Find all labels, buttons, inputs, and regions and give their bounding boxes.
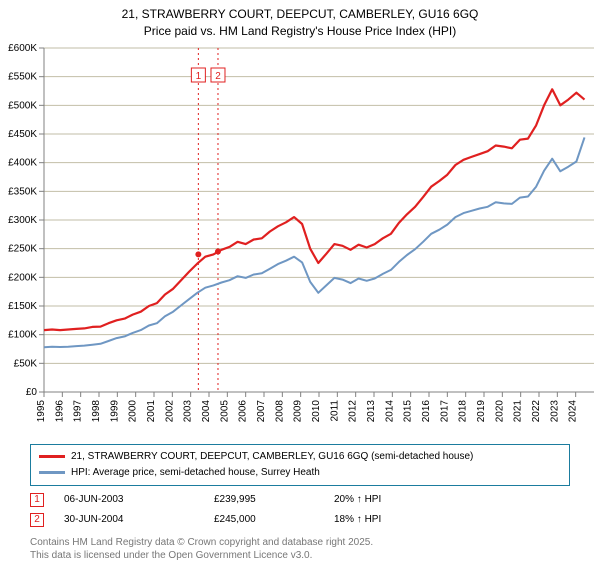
svg-text:2012: 2012 [348, 399, 359, 422]
marker-date: 06-JUN-2003 [64, 494, 194, 505]
svg-text:1995: 1995 [36, 399, 47, 422]
svg-text:2004: 2004 [201, 399, 212, 422]
svg-text:1997: 1997 [73, 399, 84, 422]
footer-line-1: Contains HM Land Registry data © Crown c… [30, 537, 373, 548]
svg-text:£600K: £600K [8, 43, 37, 54]
svg-text:2010: 2010 [311, 399, 322, 422]
svg-text:2008: 2008 [274, 399, 285, 422]
svg-text:£200K: £200K [8, 272, 37, 283]
marker-row: 2 30-JUN-2004 £245,000 18% ↑ HPI [30, 510, 570, 530]
svg-text:2016: 2016 [421, 399, 432, 422]
svg-text:£550K: £550K [8, 71, 37, 82]
marker-price: £245,000 [214, 514, 314, 525]
marker-number-box: 1 [30, 493, 44, 507]
svg-text:2006: 2006 [238, 399, 249, 422]
svg-text:£300K: £300K [8, 215, 37, 226]
svg-text:2000: 2000 [128, 399, 139, 422]
marker-pct: 18% ↑ HPI [334, 514, 454, 525]
line-chart-svg: £0 £50K £100K £150K £200K £250K £300K £350K £400… [0, 40, 600, 440]
legend-swatch [39, 471, 65, 474]
legend-label: HPI: Average price, semi-detached house,… [71, 467, 320, 478]
svg-text:2020: 2020 [494, 399, 505, 422]
svg-text:£400K: £400K [8, 157, 37, 168]
svg-text:£0: £0 [26, 387, 38, 398]
marker-pct: 20% ↑ HPI [334, 494, 454, 505]
chart-area: £0 £50K £100K £150K £200K £250K £300K £350K £400… [0, 40, 600, 440]
legend-item: 21, STRAWBERRY COURT, DEEPCUT, CAMBERLEY… [39, 449, 561, 465]
svg-text:2015: 2015 [403, 399, 414, 422]
svg-text:£450K: £450K [8, 129, 37, 140]
svg-text:2019: 2019 [476, 399, 487, 422]
legend-label: 21, STRAWBERRY COURT, DEEPCUT, CAMBERLEY… [71, 451, 473, 462]
footer-attribution: Contains HM Land Registry data © Crown c… [30, 536, 570, 562]
svg-text:2022: 2022 [531, 399, 542, 422]
svg-text:2013: 2013 [366, 399, 377, 422]
legend-item: HPI: Average price, semi-detached house,… [39, 465, 561, 481]
title-line-2: Price paid vs. HM Land Registry's House … [144, 24, 456, 38]
svg-text:£100K: £100K [8, 329, 37, 340]
svg-text:2018: 2018 [458, 399, 469, 422]
svg-text:1999: 1999 [109, 399, 120, 422]
svg-text:£150K: £150K [8, 301, 37, 312]
series-hpi [44, 137, 585, 347]
svg-text:£350K: £350K [8, 186, 37, 197]
svg-text:2023: 2023 [549, 399, 560, 422]
chart-title: 21, STRAWBERRY COURT, DEEPCUT, CAMBERLEY… [0, 0, 600, 40]
svg-text:2: 2 [215, 71, 221, 82]
svg-text:£50K: £50K [14, 358, 38, 369]
marker-price: £239,995 [214, 494, 314, 505]
svg-text:2002: 2002 [164, 399, 175, 422]
svg-text:2001: 2001 [146, 399, 157, 422]
legend-swatch [39, 455, 65, 458]
footer-line-2: This data is licensed under the Open Gov… [30, 550, 312, 561]
svg-text:£500K: £500K [8, 100, 37, 111]
marker-table: 1 06-JUN-2003 £239,995 20% ↑ HPI 2 30-JUN-200… [30, 490, 570, 530]
marker-number-box: 2 [30, 513, 44, 527]
svg-text:2024: 2024 [568, 399, 579, 422]
svg-text:1998: 1998 [91, 399, 102, 422]
series-property [44, 89, 585, 330]
svg-text:£250K: £250K [8, 243, 37, 254]
svg-text:2014: 2014 [384, 399, 395, 422]
svg-text:1: 1 [196, 71, 202, 82]
marker-row: 1 06-JUN-2003 £239,995 20% ↑ HPI [30, 490, 570, 510]
svg-text:2021: 2021 [513, 399, 524, 422]
title-line-1: 21, STRAWBERRY COURT, DEEPCUT, CAMBERLEY… [122, 7, 479, 21]
svg-text:1996: 1996 [54, 399, 65, 422]
svg-text:2003: 2003 [183, 399, 194, 422]
marker-date: 30-JUN-2004 [64, 514, 194, 525]
legend: 21, STRAWBERRY COURT, DEEPCUT, CAMBERLEY… [30, 444, 570, 486]
svg-text:2009: 2009 [293, 399, 304, 422]
svg-text:2005: 2005 [219, 399, 230, 422]
svg-text:2011: 2011 [329, 399, 340, 421]
svg-text:2007: 2007 [256, 399, 267, 422]
svg-text:2017: 2017 [439, 399, 450, 422]
